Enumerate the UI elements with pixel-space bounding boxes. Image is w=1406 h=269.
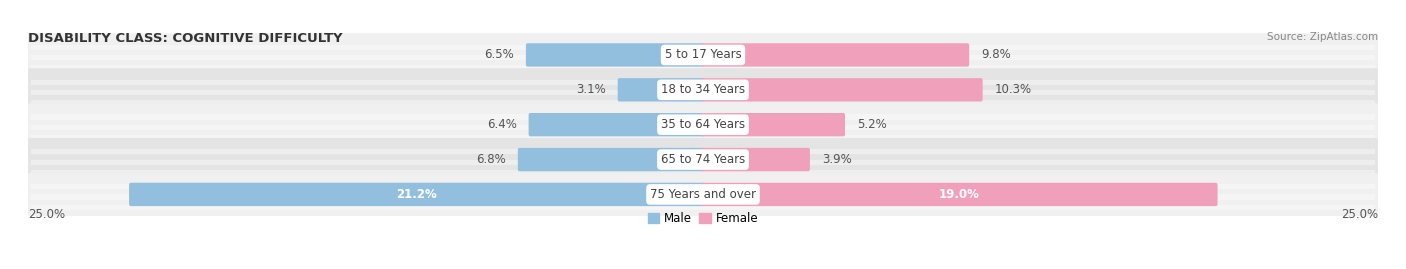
Text: 19.0%: 19.0% [939,188,980,201]
FancyBboxPatch shape [31,160,1375,165]
FancyBboxPatch shape [31,135,1375,140]
Text: 25.0%: 25.0% [1341,208,1378,221]
Legend: Male, Female: Male, Female [643,207,763,230]
FancyBboxPatch shape [517,148,704,171]
FancyBboxPatch shape [25,138,1381,181]
FancyBboxPatch shape [25,68,1381,111]
FancyBboxPatch shape [529,113,704,136]
FancyBboxPatch shape [702,43,969,67]
FancyBboxPatch shape [25,103,1381,146]
FancyBboxPatch shape [31,65,1375,70]
Text: 21.2%: 21.2% [396,188,437,201]
FancyBboxPatch shape [25,33,1381,77]
FancyBboxPatch shape [129,183,704,206]
Text: 75 Years and over: 75 Years and over [650,188,756,201]
Text: 10.3%: 10.3% [994,83,1032,96]
FancyBboxPatch shape [31,90,1375,95]
FancyBboxPatch shape [31,205,1375,210]
Text: 35 to 64 Years: 35 to 64 Years [661,118,745,131]
Text: 18 to 34 Years: 18 to 34 Years [661,83,745,96]
FancyBboxPatch shape [702,183,1218,206]
Text: 6.5%: 6.5% [484,48,515,61]
FancyBboxPatch shape [31,114,1375,120]
Text: 65 to 74 Years: 65 to 74 Years [661,153,745,166]
Text: 3.9%: 3.9% [821,153,852,166]
Text: 6.4%: 6.4% [486,118,517,131]
Text: 6.8%: 6.8% [477,153,506,166]
FancyBboxPatch shape [31,125,1375,130]
FancyBboxPatch shape [31,45,1375,50]
FancyBboxPatch shape [31,184,1375,189]
FancyBboxPatch shape [702,78,983,101]
FancyBboxPatch shape [526,43,704,67]
Text: 25.0%: 25.0% [28,208,65,221]
Text: 5.2%: 5.2% [856,118,887,131]
Text: 9.8%: 9.8% [981,48,1011,61]
FancyBboxPatch shape [31,100,1375,105]
FancyBboxPatch shape [702,113,845,136]
FancyBboxPatch shape [702,148,810,171]
FancyBboxPatch shape [31,194,1375,200]
Text: Source: ZipAtlas.com: Source: ZipAtlas.com [1267,32,1378,42]
Text: 3.1%: 3.1% [576,83,606,96]
FancyBboxPatch shape [25,173,1381,216]
FancyBboxPatch shape [31,55,1375,60]
FancyBboxPatch shape [31,170,1375,175]
FancyBboxPatch shape [617,78,704,101]
Text: 5 to 17 Years: 5 to 17 Years [665,48,741,61]
FancyBboxPatch shape [31,149,1375,154]
Text: DISABILITY CLASS: COGNITIVE DIFFICULTY: DISABILITY CLASS: COGNITIVE DIFFICULTY [28,32,343,45]
FancyBboxPatch shape [31,80,1375,85]
